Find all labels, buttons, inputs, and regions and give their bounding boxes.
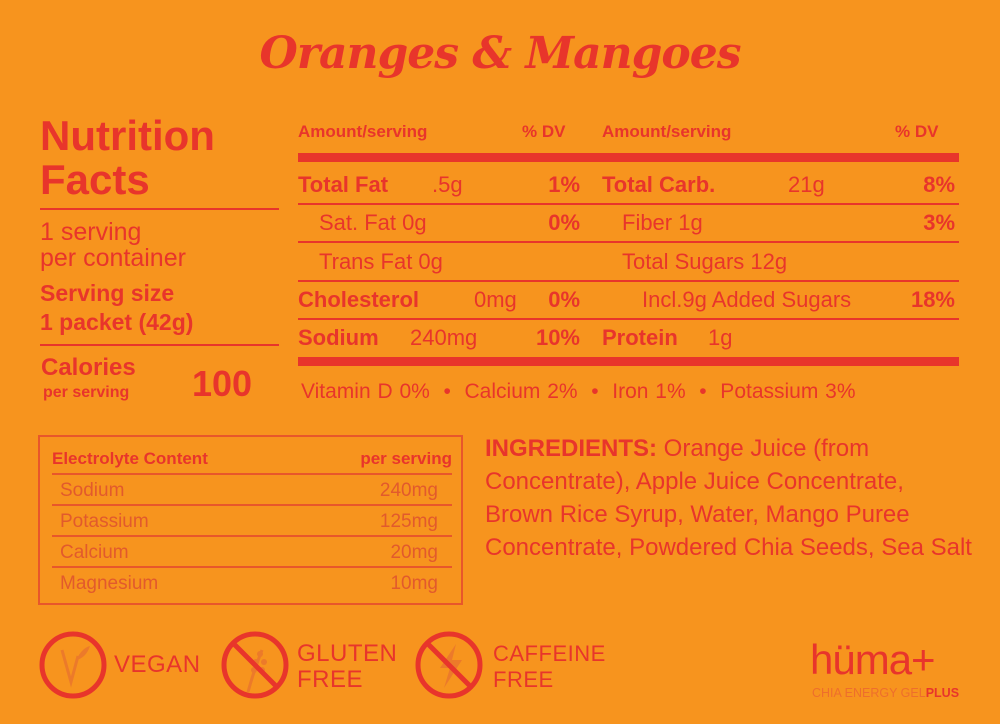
nutrient-name: Fiber 1g — [622, 210, 703, 235]
product-title: Oranges & Mangoes — [259, 28, 742, 79]
nutrient-row: Sodium 240mg 10% Protein 1g — [298, 319, 958, 357]
electrolyte-value: 240mg — [379, 479, 438, 501]
nutrient-name: Cholesterol — [298, 287, 420, 312]
nutrient-name: Trans Fat 0g — [319, 249, 443, 274]
nutrient-name: Total Carb. — [602, 172, 716, 197]
nutrient-row: Total Fat .5g 1% Total Carb. 21g 8% — [298, 166, 958, 204]
nutrient-name: Protein — [602, 325, 678, 350]
ingredients: INGREDIENTS: Orange Juice (from Concentr… — [485, 432, 975, 564]
electrolyte-name: Sodium — [60, 479, 125, 501]
divider — [52, 535, 452, 537]
thick-rule — [298, 357, 959, 366]
nutrient-name: Sodium — [298, 325, 379, 350]
nutrient-amount: 21g — [788, 172, 825, 197]
nutrient-name: Sat. Fat 0g — [319, 210, 427, 235]
brand-tagline: CHIA ENERGY GELPLUS — [812, 686, 959, 700]
divider — [40, 344, 279, 346]
calories-value: 100 — [192, 363, 253, 404]
badge-line: FREE — [297, 666, 364, 693]
gluten-free-icon — [221, 631, 289, 699]
electrolyte-row: Calcium 20mg — [52, 537, 452, 568]
vegan-icon — [39, 631, 107, 699]
electrolyte-row: Sodium 240mg — [52, 475, 452, 506]
nutrient-amount: .5g — [432, 172, 463, 197]
nutrient-row: Trans Fat 0g Total Sugars 12g — [298, 243, 958, 281]
divider — [52, 473, 452, 475]
electrolyte-header: Electrolyte Content per serving — [52, 443, 452, 474]
nutrient-dv: 3% — [923, 210, 955, 235]
badge-line: FREE — [493, 667, 554, 692]
amount-header: Amount/serving — [602, 122, 732, 141]
electrolyte-value: 10mg — [390, 572, 438, 594]
servings-line: 1 serving — [40, 218, 142, 246]
nutrient-dv: 10% — [535, 325, 580, 350]
serving-size-line: 1 packet (42g) — [40, 309, 194, 335]
nutrition-facts-heading: Nutrition Facts — [40, 114, 215, 202]
nutrient-dv: 0% — [548, 287, 580, 312]
electrolyte-table: Electrolyte Content per serving Sodium 24… — [38, 435, 463, 605]
divider — [40, 208, 279, 210]
servings-per-container: 1 serving per container — [40, 219, 186, 271]
electrolyte-name: Magnesium — [60, 572, 159, 594]
electrolyte-name: Calcium — [60, 541, 129, 563]
tagline-text: CHIA ENERGY GEL — [812, 686, 926, 700]
gluten-free-label: GLUTEN FREE — [297, 641, 397, 693]
heading-line: Nutrition — [40, 112, 215, 159]
amount-header: Amount/serving — [298, 122, 428, 141]
per-serving-label: per serving — [43, 384, 130, 401]
nutrient-amount: 1g — [708, 325, 733, 350]
vitamins-line: Vitamin D 0% • Calcium 2% • Iron 1% • Po… — [301, 380, 856, 403]
nutrient-dv: 0% — [548, 210, 580, 235]
nutrient-row: Sat. Fat 0g 0% Fiber 1g 3% — [298, 204, 958, 242]
nutrient-amount: 0mg — [474, 287, 517, 312]
dv-header: % DV — [895, 122, 939, 141]
divider — [298, 203, 959, 205]
dv-header: % DV — [522, 122, 566, 141]
divider — [52, 504, 452, 506]
nutrient-row: Cholesterol 0mg 0% Incl.9g Added Sugars 18% — [298, 281, 958, 319]
badge-line: CAFFEINE — [493, 641, 606, 666]
caffeine-free-label: CAFFEINE FREE — [493, 641, 606, 693]
heading-line: Facts — [40, 156, 150, 203]
electrolyte-row: Potassium 125mg — [52, 506, 452, 537]
badge-line: GLUTEN — [297, 640, 398, 667]
divider — [298, 280, 959, 282]
nutrient-name: Total Fat — [298, 172, 389, 197]
nutrient-dv: 18% — [910, 287, 955, 312]
electrolyte-name: Potassium — [60, 510, 149, 532]
divider — [298, 241, 959, 243]
nutrient-amount: 240mg — [410, 325, 478, 350]
electrolyte-header-right: per serving — [360, 448, 452, 468]
thick-rule — [298, 153, 959, 162]
tagline-plus: PLUS — [925, 686, 960, 700]
serving-size-line: Serving size — [40, 280, 175, 306]
nutrient-dv: 8% — [923, 172, 955, 197]
nutrient-name: Total Sugars 12g — [622, 249, 788, 274]
electrolyte-row: Magnesium 10mg — [52, 568, 452, 599]
calories-label: Calories — [41, 354, 136, 381]
ingredients-label: INGREDIENTS: — [485, 435, 658, 462]
electrolyte-value: 20mg — [390, 541, 438, 563]
nutrient-name: Incl.9g Added Sugars — [642, 287, 852, 312]
electrolyte-value: 125mg — [379, 510, 438, 532]
ingredients-text: Orange Juice (from Concentrate), Apple J… — [485, 435, 972, 561]
servings-line: per container — [40, 244, 186, 272]
serving-size: Serving size 1 packet (42g) — [40, 279, 193, 337]
huma-logo: hüma+ — [810, 636, 936, 683]
nutrient-dv: 1% — [548, 172, 580, 197]
caffeine-free-icon — [415, 631, 483, 699]
divider — [52, 566, 452, 568]
vegan-label: VEGAN — [114, 651, 201, 678]
divider — [298, 318, 959, 320]
electrolyte-header-label: Electrolyte Content — [52, 448, 208, 468]
